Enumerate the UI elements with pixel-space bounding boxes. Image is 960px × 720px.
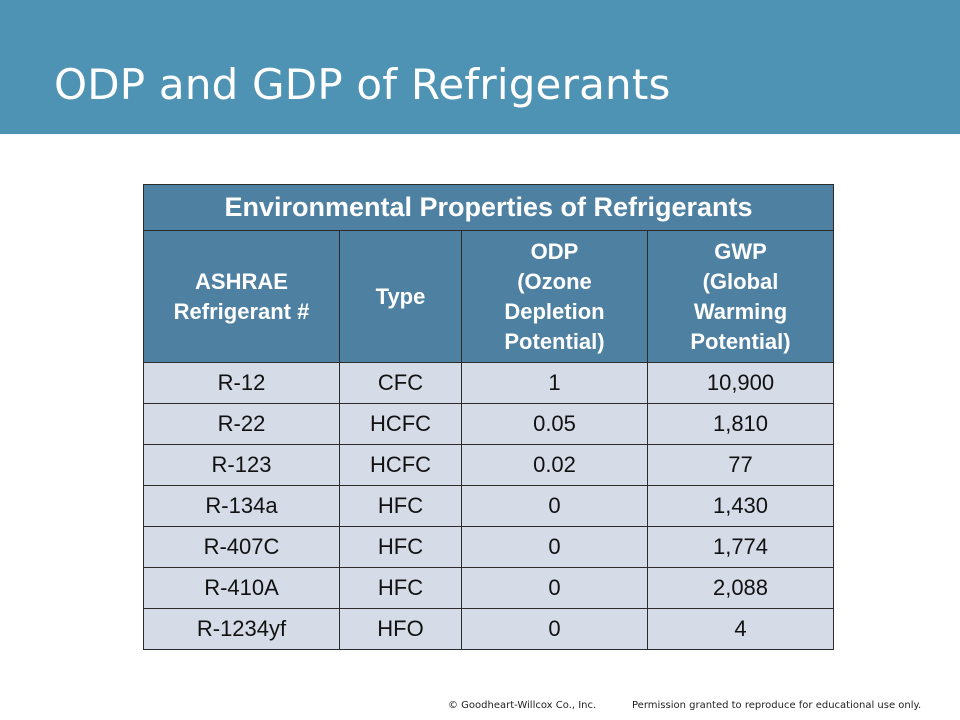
table-row: R-407C HFC 0 1,774 <box>143 526 834 568</box>
column-header-type: Type <box>339 230 462 363</box>
table-row: R-134a HFC 0 1,430 <box>143 485 834 527</box>
header-line: Type <box>375 283 426 309</box>
table-caption-row: Environmental Properties of Refrigerants <box>143 184 834 231</box>
table-row: R-123 HCFC 0.02 77 <box>143 444 834 486</box>
cell-odp: 0 <box>461 567 648 609</box>
cell-gwp: 1,810 <box>647 403 834 445</box>
cell-odp: 0 <box>461 526 648 568</box>
column-header-refrigerant: ASHRAE Refrigerant # <box>143 230 340 363</box>
header-line: Warming <box>693 298 788 324</box>
cell-gwp: 10,900 <box>647 362 834 404</box>
cell-gwp: 4 <box>647 608 834 650</box>
permission-notice: Permission granted to reproduce for educ… <box>632 700 922 711</box>
header-line: Refrigerant # <box>173 298 310 324</box>
table-row: R-1234yf HFO 0 4 <box>143 608 834 650</box>
header-line: Potential) <box>504 328 605 354</box>
cell-refrigerant: R-407C <box>143 526 340 568</box>
cell-odp: 0 <box>461 608 648 650</box>
copyright-notice: © Goodheart-Willcox Co., Inc. <box>448 700 597 711</box>
header-line: Potential) <box>690 328 791 354</box>
cell-gwp: 2,088 <box>647 567 834 609</box>
cell-gwp: 1,774 <box>647 526 834 568</box>
cell-refrigerant: R-134a <box>143 485 340 527</box>
header-line: Depletion <box>504 298 605 324</box>
header-line: (Global <box>702 268 779 294</box>
header-line: (Ozone <box>517 268 592 294</box>
table-row: R-12 CFC 1 10,900 <box>143 362 834 404</box>
cell-odp: 0.02 <box>461 444 648 486</box>
cell-type: HFC <box>339 485 462 527</box>
cell-type: CFC <box>339 362 462 404</box>
cell-type: HCFC <box>339 403 462 445</box>
table-caption: Environmental Properties of Refrigerants <box>143 184 834 231</box>
cell-odp: 1 <box>461 362 648 404</box>
cell-type: HFC <box>339 526 462 568</box>
cell-refrigerant: R-1234yf <box>143 608 340 650</box>
table-header-row: ASHRAE Refrigerant # Type ODP (Ozone Dep… <box>143 230 834 363</box>
refrigerant-properties-table: Environmental Properties of Refrigerants… <box>143 184 834 650</box>
cell-refrigerant: R-12 <box>143 362 340 404</box>
cell-refrigerant: R-410A <box>143 567 340 609</box>
column-header-odp: ODP (Ozone Depletion Potential) <box>461 230 648 363</box>
cell-type: HFC <box>339 567 462 609</box>
table-row: R-22 HCFC 0.05 1,810 <box>143 403 834 445</box>
cell-odp: 0 <box>461 485 648 527</box>
header-line: ASHRAE <box>195 268 288 294</box>
header-line: GWP <box>714 238 767 264</box>
cell-gwp: 77 <box>647 444 834 486</box>
cell-type: HCFC <box>339 444 462 486</box>
cell-odp: 0.05 <box>461 403 648 445</box>
cell-refrigerant: R-123 <box>143 444 340 486</box>
table-row: R-410A HFC 0 2,088 <box>143 567 834 609</box>
cell-refrigerant: R-22 <box>143 403 340 445</box>
cell-gwp: 1,430 <box>647 485 834 527</box>
cell-type: HFO <box>339 608 462 650</box>
column-header-gwp: GWP (Global Warming Potential) <box>647 230 834 363</box>
slide-title: ODP and GDP of Refrigerants <box>54 60 671 109</box>
title-band: ODP and GDP of Refrigerants <box>0 0 960 134</box>
header-line: ODP <box>530 238 579 264</box>
